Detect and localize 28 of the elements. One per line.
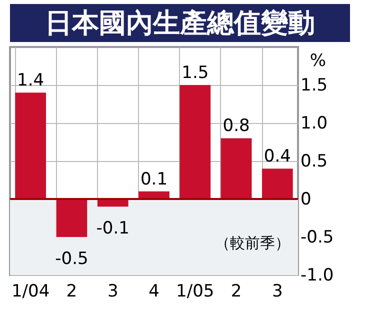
x-tick-label: 2 xyxy=(230,282,242,302)
y-tick-label: -0.5 xyxy=(300,228,334,248)
data-label: -0.5 xyxy=(55,249,88,269)
annotation: （較前季） xyxy=(215,234,290,252)
x-tick-label: 1/05 xyxy=(176,282,214,302)
data-label: 0.1 xyxy=(140,169,168,190)
bar xyxy=(15,92,46,199)
y-tick-label: 1.0 xyxy=(300,114,328,134)
chart-title: 日本國內生產總值變動 xyxy=(45,8,315,39)
data-label: 0.8 xyxy=(222,116,250,136)
x-tick-label: 2 xyxy=(66,282,78,302)
y-tick-label: -1.0 xyxy=(300,266,334,286)
data-label: -0.1 xyxy=(96,218,130,239)
x-tick-label: 1/04 xyxy=(11,282,50,302)
x-tick-label: 3 xyxy=(272,282,283,302)
data-label: 1.5 xyxy=(182,63,209,83)
x-tick-label: 3 xyxy=(107,282,118,302)
y-tick-label: 1.5 xyxy=(300,76,328,96)
bar xyxy=(262,168,293,199)
bar xyxy=(180,85,211,199)
x-tick-label: 4 xyxy=(148,282,160,302)
y-tick-label: 0 xyxy=(300,190,312,210)
bar xyxy=(220,138,252,199)
data-label: 1.4 xyxy=(17,70,44,91)
y-axis-title: % xyxy=(310,51,326,71)
data-label: 0.4 xyxy=(264,146,291,167)
bar xyxy=(56,199,88,237)
y-tick-label: 0.5 xyxy=(300,152,328,172)
